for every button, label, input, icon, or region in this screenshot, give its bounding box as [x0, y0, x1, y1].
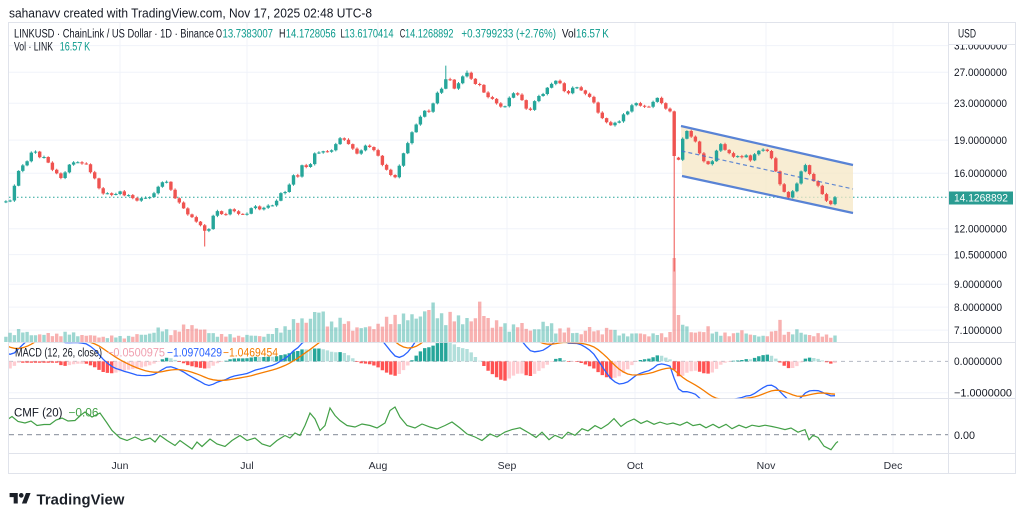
svg-text:Vol: Vol: [562, 28, 576, 40]
svg-text:O: O: [216, 28, 222, 40]
svg-text:+0.3799233 (+2.76%): +0.3799233 (+2.76%): [461, 28, 556, 40]
svg-text:27.0000000: 27.0000000: [954, 67, 1007, 79]
svg-text:0.0000000: 0.0000000: [954, 356, 1002, 368]
svg-text:23.0000000: 23.0000000: [954, 98, 1007, 110]
svg-text:14.1728056: 14.1728056: [286, 28, 336, 40]
svg-text:12.0000000: 12.0000000: [954, 224, 1007, 236]
svg-text:TradingView: TradingView: [37, 493, 125, 509]
svg-text:7.1000000: 7.1000000: [954, 325, 1002, 337]
svg-text:16.57 K: 16.57 K: [60, 41, 91, 53]
svg-text:16.57 K: 16.57 K: [576, 28, 609, 40]
svg-text:−1.0000000: −1.0000000: [954, 388, 1012, 400]
svg-text:USD: USD: [958, 29, 976, 41]
svg-text:C: C: [400, 28, 406, 40]
svg-text:Sep: Sep: [498, 460, 517, 472]
svg-text:L: L: [341, 28, 346, 40]
svg-text:14.1268892: 14.1268892: [954, 193, 1008, 205]
svg-text:CMF (20): CMF (20): [14, 408, 63, 420]
svg-text:LINKUSD · ChainLink / US Dolla: LINKUSD · ChainLink / US Dollar · 1D · B…: [14, 28, 214, 40]
svg-text:Jul: Jul: [240, 460, 253, 472]
svg-text:Jun: Jun: [112, 460, 129, 472]
svg-text:16.0000000: 16.0000000: [954, 168, 1007, 180]
svg-text:9.0000000: 9.0000000: [954, 279, 1002, 291]
svg-text:MACD (12, 26, close): MACD (12, 26, close): [15, 347, 102, 359]
svg-text:−0.0500975: −0.0500975: [107, 347, 165, 359]
svg-text:Vol · LINK: Vol · LINK: [14, 41, 53, 53]
svg-text:Nov: Nov: [757, 460, 776, 472]
svg-text:−0.06: −0.06: [69, 408, 99, 420]
svg-text:sahanavv created with TradingV: sahanavv created with TradingView.com, N…: [9, 7, 372, 21]
svg-text:−1.0469454: −1.0469454: [223, 347, 279, 359]
svg-text:H: H: [279, 28, 286, 40]
svg-text:10.5000000: 10.5000000: [954, 249, 1007, 261]
svg-text:Dec: Dec: [884, 460, 903, 472]
svg-text:−1.0970429: −1.0970429: [167, 347, 222, 359]
svg-text:13.7383007: 13.7383007: [223, 28, 274, 40]
svg-text:Aug: Aug: [369, 460, 388, 472]
svg-text:0.00: 0.00: [954, 430, 975, 442]
svg-text:14.1268892: 14.1268892: [405, 28, 454, 40]
svg-text:19.0000000: 19.0000000: [954, 135, 1007, 147]
svg-text:8.0000000: 8.0000000: [954, 302, 1002, 314]
svg-text:Oct: Oct: [627, 460, 643, 472]
svg-text:13.6170414: 13.6170414: [345, 28, 394, 40]
